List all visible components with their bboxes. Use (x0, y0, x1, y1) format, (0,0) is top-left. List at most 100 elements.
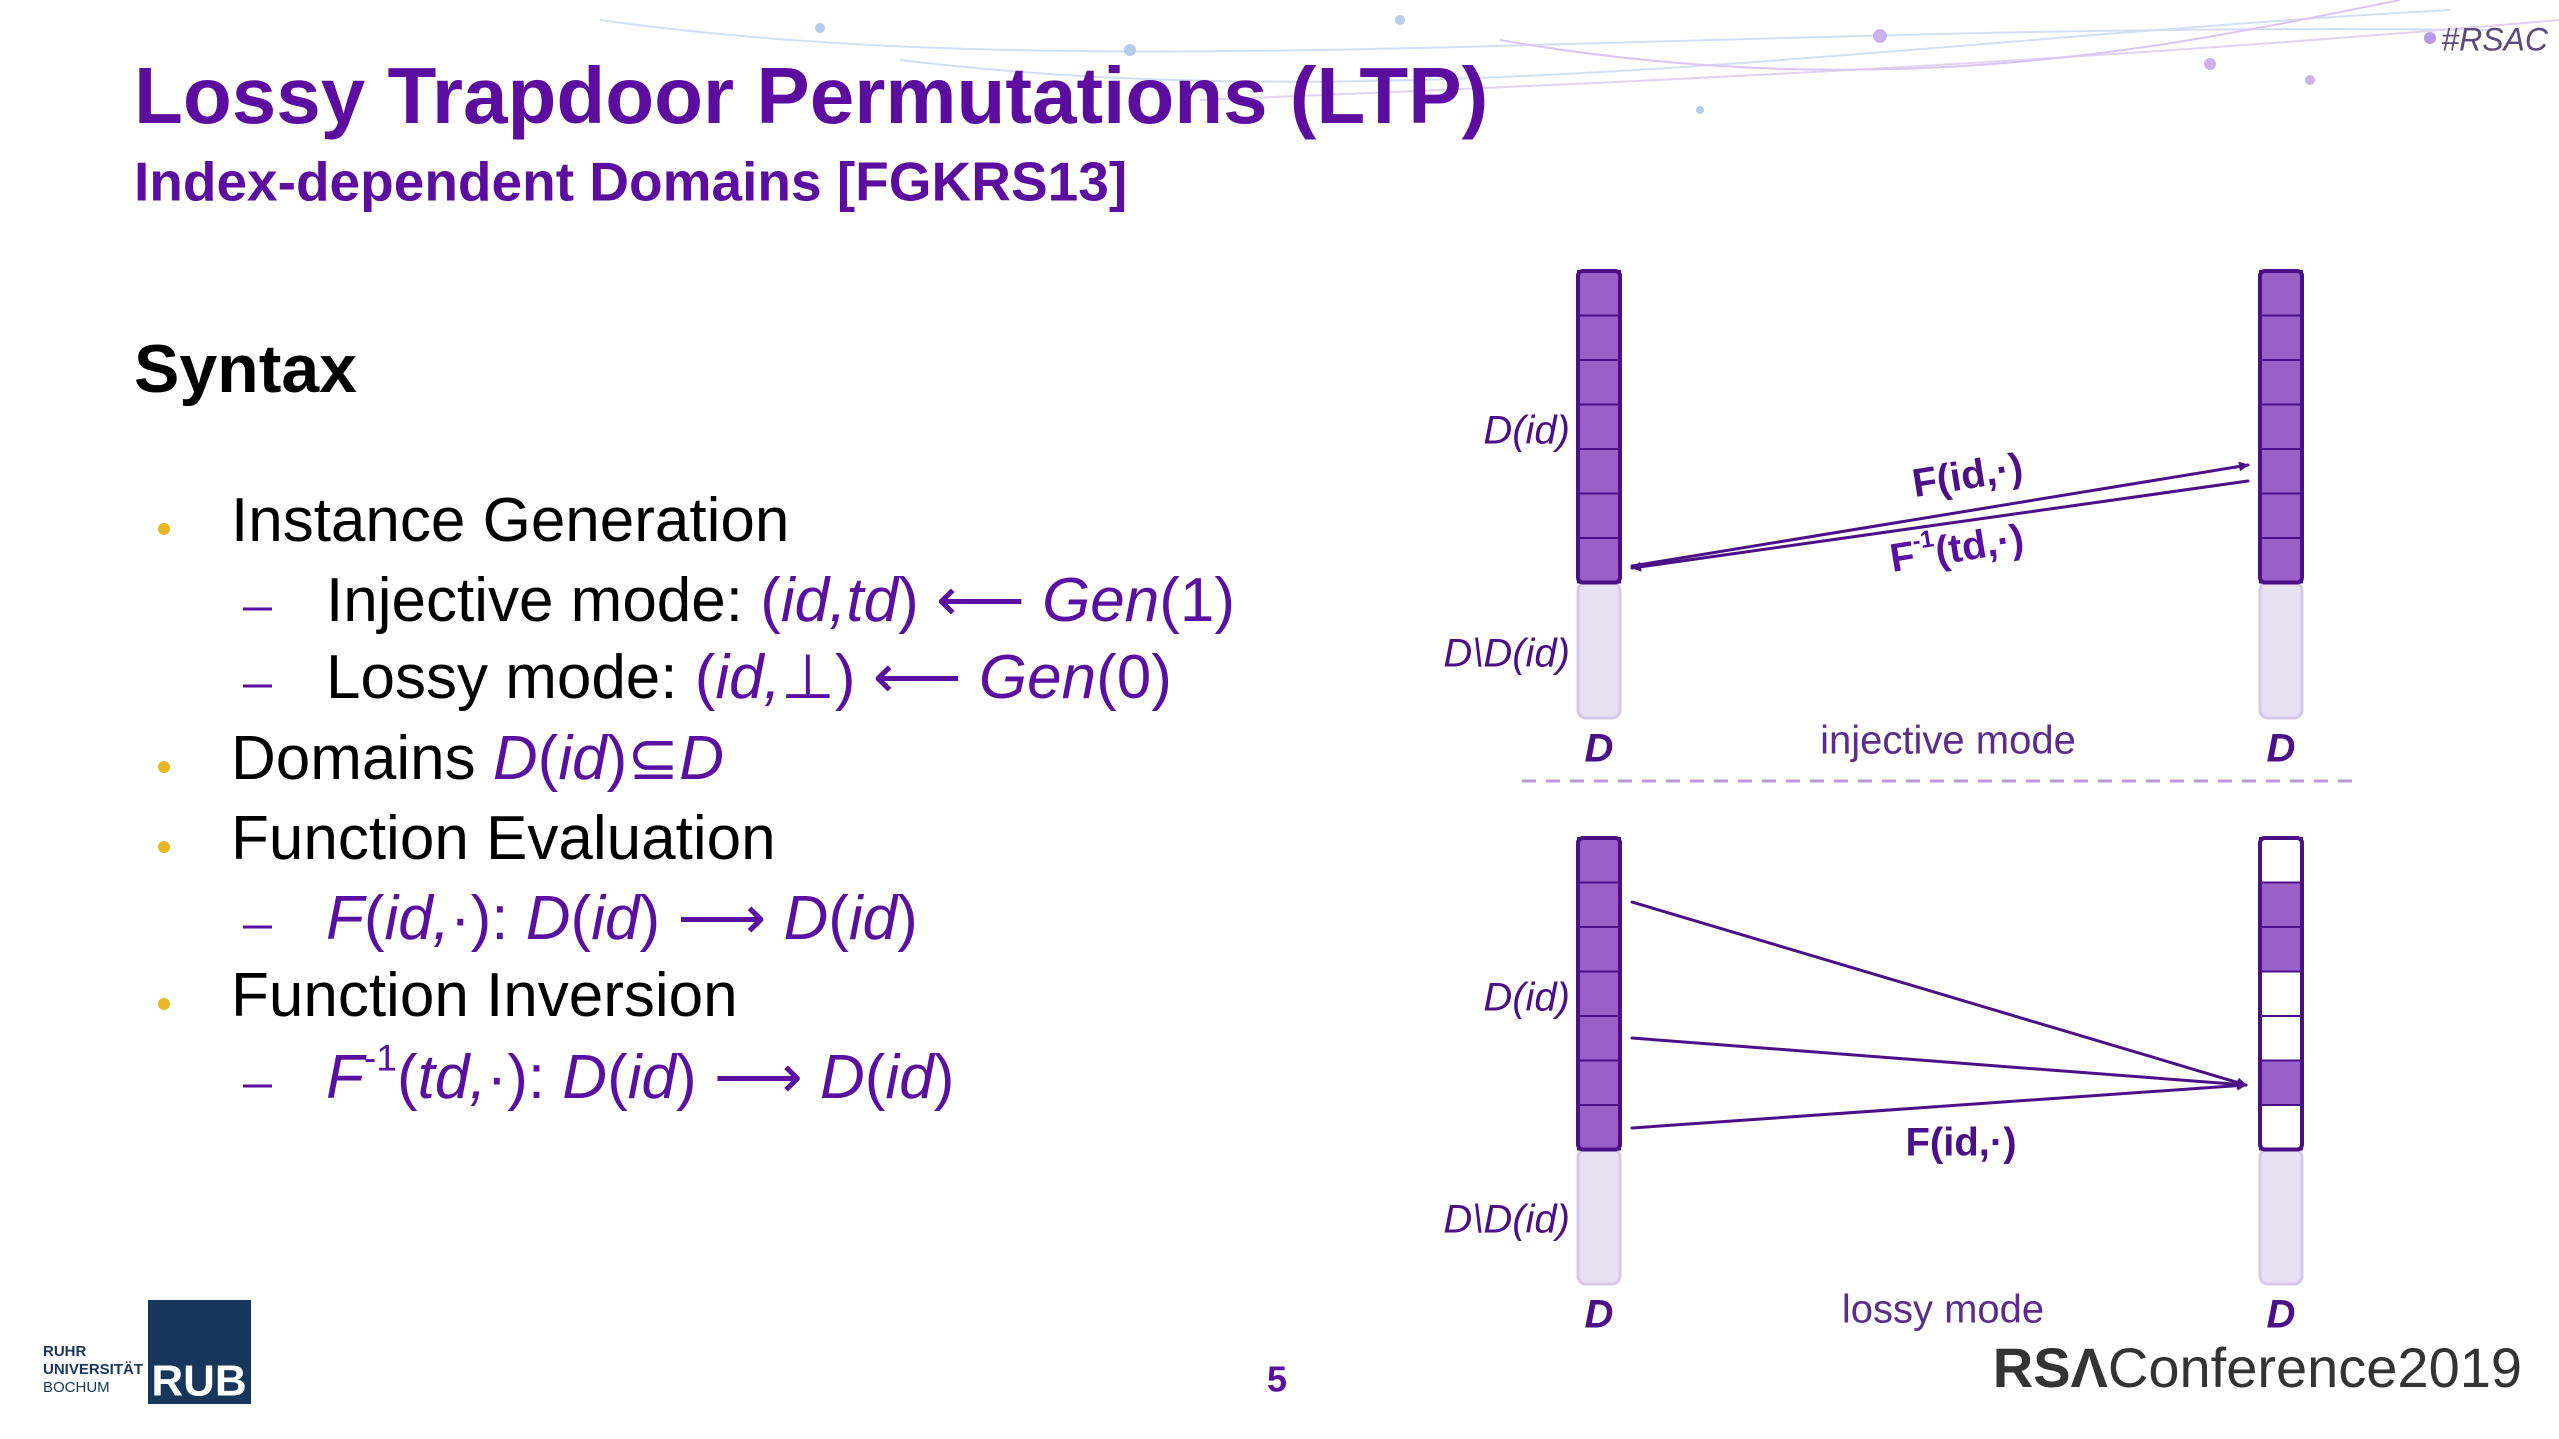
domain-cell (2259, 314, 2303, 361)
domain-label: D(id) (1483, 409, 1570, 453)
set-label: D (1585, 727, 1614, 771)
text-run: -1 (364, 1036, 397, 1078)
domain-cell (1577, 359, 1621, 406)
page-number: 5 (1267, 1359, 1287, 1400)
sub-item: Lossy mode: (id,⊥) ⟵ Gen(0) (326, 643, 1172, 712)
set-label: D (1585, 1293, 1614, 1337)
domain-cell (1577, 970, 1621, 1017)
arrow (1630, 479, 2250, 572)
domain-cell (1577, 403, 1621, 450)
text-run: id, (715, 643, 780, 712)
text-run: D (679, 724, 724, 793)
domain-label: D(id) (1483, 976, 1570, 1020)
domain-cell (2259, 970, 2303, 1017)
domain-cell (2259, 881, 2303, 928)
domain-outline (2258, 836, 2304, 1152)
text-run: Gen (979, 643, 1096, 712)
arrow (1630, 461, 2250, 568)
decoration-dots (815, 15, 2436, 114)
complement-label: D\D(id) (1443, 1198, 1570, 1242)
text-run: (1) (1159, 566, 1235, 635)
text-run: ( (828, 884, 849, 953)
text-run: id,td (781, 566, 901, 635)
bullet-item: Function Inversion (231, 961, 738, 1030)
text-run: Lossy mode: (326, 643, 695, 712)
text-run: ) ⟶ (676, 1043, 820, 1112)
domain-cell (1577, 1015, 1621, 1062)
text-run: D (526, 884, 571, 953)
text-run: ( (538, 724, 559, 793)
text-run: id (885, 1043, 936, 1112)
text-run: D (783, 884, 828, 953)
text-run: id, (385, 884, 450, 953)
bullet (158, 998, 170, 1010)
text-run: ( (760, 566, 781, 635)
university-line: BOCHUM (43, 1379, 110, 1396)
sub-item: F(id,·): D(id) ⟶ D(id) (326, 884, 918, 953)
domain-outline (1576, 269, 1622, 585)
domain-outline (1576, 836, 1622, 1152)
text-run: F (326, 1043, 367, 1112)
bullet-item: Instance Generation (231, 486, 789, 555)
text-run: D (820, 1043, 865, 1112)
text-run: F (326, 884, 367, 953)
bullet (158, 523, 170, 535)
text-run: D (562, 1043, 607, 1112)
university-line: UNIVERSITÄT (43, 1361, 143, 1378)
text-run: -1 (1910, 526, 1935, 556)
domain-cell (2259, 537, 2303, 584)
domain-cell (1577, 314, 1621, 361)
text-run: Domains (231, 724, 493, 793)
domain-cell (1577, 881, 1621, 928)
domain-complement (2258, 581, 2304, 720)
text-run: Function Inversion (231, 961, 738, 1030)
text-run: ( (865, 1043, 886, 1112)
text-run: ( (364, 884, 385, 953)
text-run: ) ⟵ (898, 566, 1042, 635)
domain-cell (2259, 270, 2303, 317)
text-run: ·): (450, 884, 526, 953)
bullet-item: Domains D(id)⊆D (231, 724, 724, 793)
text-run: ( (695, 643, 716, 712)
text-run: Function Evaluation (231, 804, 776, 873)
hashtag: #RSAC (2441, 21, 2549, 57)
domain-cell (1577, 270, 1621, 317)
domain-cell (2259, 1059, 2303, 1106)
sub-item: Injective mode: (id,td) ⟵ Gen(1) (326, 566, 1235, 635)
text-run: ) (897, 884, 918, 953)
domain-complement (2258, 1148, 2304, 1286)
domain-outline (2258, 269, 2304, 585)
text-run: id (558, 724, 609, 793)
domain-complement (1576, 1148, 1622, 1286)
text-run: )⊆ (607, 724, 680, 793)
domain-cell (2259, 403, 2303, 450)
domain-cell (2259, 359, 2303, 406)
text-run: ) ⟶ (639, 884, 783, 953)
domain-cell (2259, 448, 2303, 495)
bullet-item: Function Evaluation (231, 804, 776, 873)
rub-logo: RUB RUHR UNIVERSITÄT BOCHUM (43, 1300, 251, 1406)
domain-cell (2259, 1015, 2303, 1062)
text-run: id (849, 884, 900, 953)
domain-cell (2259, 1104, 2303, 1151)
arrow-label: F(id,·) (1909, 445, 2026, 506)
domain-cell (1577, 837, 1621, 884)
domain-cell (2259, 837, 2303, 884)
text-run: td, (418, 1043, 487, 1112)
text-run: ( (607, 1043, 628, 1112)
brand-part: RSΛ (1993, 1336, 2108, 1399)
mode-label: injective mode (1820, 719, 2076, 763)
logo-text: RUB (151, 1357, 246, 1406)
bullet (158, 761, 170, 773)
text-run: id (628, 1043, 679, 1112)
set-label: D (2267, 727, 2296, 771)
text-run: D (493, 724, 538, 793)
text-run: id (591, 884, 642, 953)
text-run: ) (934, 1043, 955, 1112)
text-run: ( (571, 884, 592, 953)
text-run: ( (397, 1043, 418, 1112)
arrow (1630, 1036, 2248, 1090)
subtitle: Index-dependent Domains [FGKRS13] (134, 151, 1127, 213)
